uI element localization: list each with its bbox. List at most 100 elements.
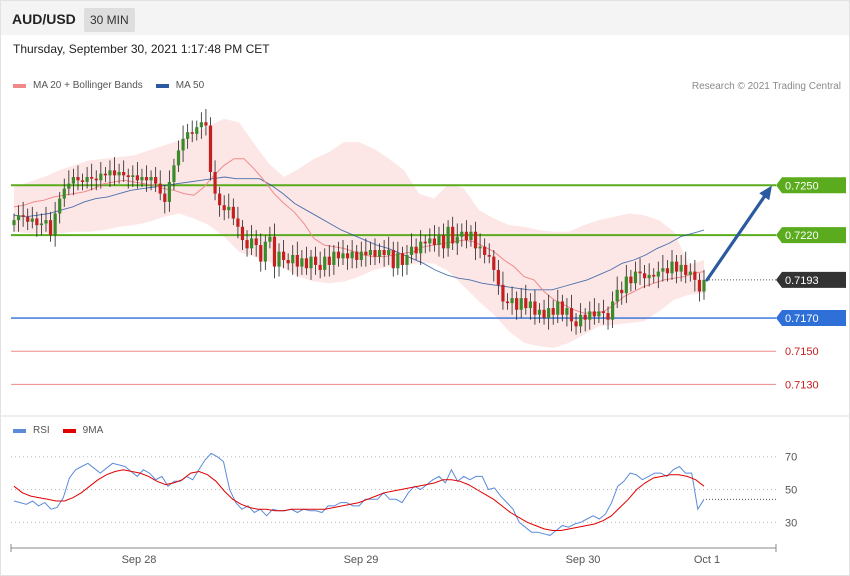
datetime-label: Thursday, September 30, 2021 1:17:48 PM …	[13, 42, 270, 56]
candle-body	[501, 284, 505, 302]
candle-body	[254, 238, 258, 246]
ma20-legend-label: MA 20 + Bollinger Bands	[33, 80, 143, 91]
candle-body	[250, 238, 254, 249]
candle-body	[661, 268, 665, 272]
x-tick-label: Sep 30	[566, 554, 601, 566]
candle-body	[76, 176, 80, 181]
candle-body	[236, 218, 240, 227]
candle-body	[186, 132, 190, 139]
candle-body	[652, 274, 656, 277]
candle-body	[414, 246, 418, 254]
candle-body	[542, 309, 546, 319]
candle-body	[524, 298, 528, 309]
candle-body	[163, 193, 167, 202]
symbol-label: AUD/USD	[12, 11, 76, 27]
candle-body	[446, 226, 450, 249]
candle-body	[419, 241, 423, 254]
candle-body	[574, 321, 578, 327]
bollinger-band	[14, 118, 704, 348]
candle-body	[117, 172, 121, 176]
candle-body	[323, 256, 327, 270]
candle-body	[460, 231, 464, 237]
candle-body	[606, 313, 610, 320]
candle-body	[126, 175, 130, 177]
forecast-arrow-head	[759, 185, 772, 201]
candle-body	[670, 261, 674, 274]
candle-body	[85, 176, 89, 182]
candle-body	[647, 274, 651, 279]
candle-body	[21, 215, 25, 217]
timeframe-button[interactable]: 30 MIN	[84, 8, 135, 32]
header-bar: AUD/USD 30 MIN	[1, 1, 849, 35]
candle-body	[409, 246, 414, 255]
candle-body	[387, 250, 391, 255]
candle-body	[318, 264, 322, 270]
candle-body	[204, 122, 208, 126]
level-tag	[776, 271, 846, 288]
candle-body	[391, 250, 395, 269]
candle-body	[62, 188, 66, 199]
candle-body	[441, 235, 446, 249]
candle-body	[181, 138, 185, 151]
candle-body	[272, 236, 277, 267]
rsi-legend-swatch	[13, 428, 26, 433]
candle-body	[464, 231, 468, 241]
candle-body	[368, 250, 373, 255]
candle-body	[12, 220, 16, 226]
candle-body	[291, 254, 295, 264]
candle-body	[560, 301, 564, 315]
candle-body	[469, 231, 473, 241]
candle-body	[396, 253, 400, 269]
candle-body	[131, 175, 135, 177]
candle-body	[496, 269, 500, 285]
candle-body	[405, 254, 409, 265]
candle-body	[149, 176, 153, 181]
level-label: 0.7150	[785, 346, 819, 358]
candle-body	[208, 125, 213, 173]
candle-body	[629, 276, 633, 284]
candle-body	[199, 122, 203, 128]
candle-body	[492, 256, 496, 270]
candle-body	[90, 176, 94, 179]
candle-body	[505, 301, 510, 304]
candle-body	[620, 289, 624, 294]
rsi-line	[13, 452, 705, 536]
candle-body	[702, 279, 706, 292]
candle-body	[259, 245, 263, 262]
candle-body	[58, 198, 62, 214]
candle-body	[222, 205, 226, 211]
candle-body	[437, 235, 441, 246]
candle-body	[277, 251, 281, 267]
level-tag	[776, 227, 846, 244]
candle-body	[597, 311, 601, 317]
candle-body	[103, 173, 107, 176]
candle-body	[140, 176, 144, 181]
candle-body	[309, 256, 313, 269]
candle-body	[327, 256, 331, 265]
candle-body	[341, 253, 345, 259]
candle-body	[656, 271, 660, 277]
candle-body	[245, 240, 249, 249]
candle-body	[122, 172, 126, 176]
candle-body	[611, 301, 615, 320]
candle-body	[451, 226, 455, 244]
candle-body	[158, 183, 162, 194]
candle-body	[39, 223, 44, 226]
candle-body	[71, 176, 76, 184]
candle-body	[195, 127, 199, 134]
candle-body	[48, 220, 53, 236]
candle-body	[67, 183, 71, 189]
candle-body	[377, 250, 382, 257]
candle-body	[53, 213, 57, 236]
candle-body	[167, 181, 171, 202]
candle-body	[483, 246, 487, 255]
candle-body	[473, 231, 478, 249]
level-tag	[776, 310, 846, 327]
candle-body	[218, 193, 222, 206]
candle-body	[547, 308, 551, 319]
candle-body	[30, 218, 34, 222]
candle-body	[295, 254, 299, 267]
candle-body	[112, 170, 117, 176]
ma20-legend-swatch	[13, 83, 26, 88]
candle-body	[99, 173, 103, 181]
